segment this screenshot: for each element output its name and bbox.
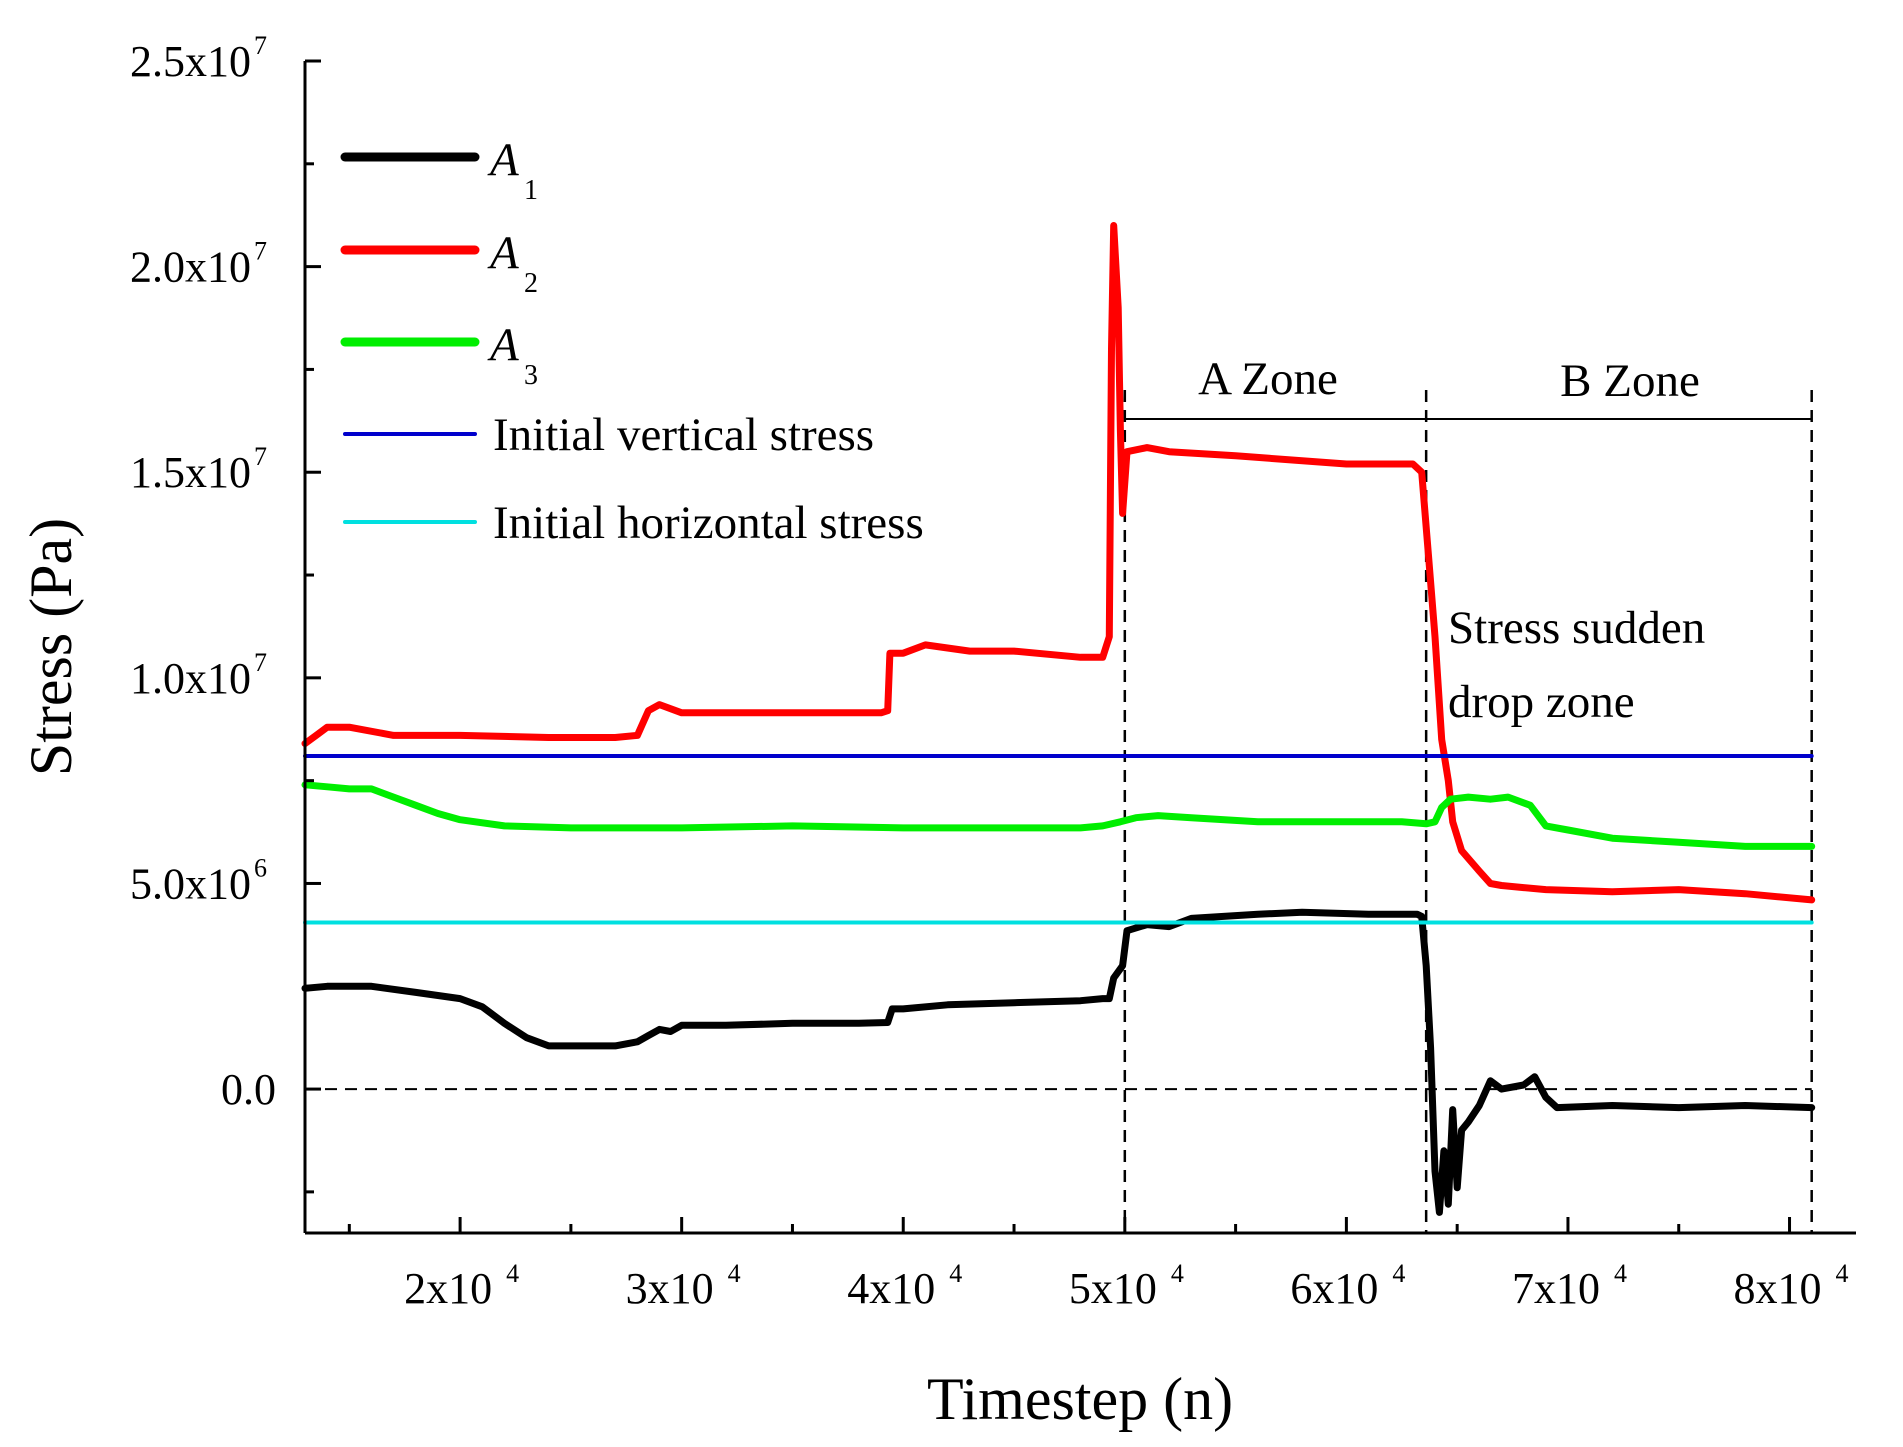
x-tick-label: 4x10 [847,1264,935,1313]
x-tick-exponent: 4 [1614,1259,1627,1288]
x-tick-exponent: 4 [949,1259,962,1288]
x-tick-label: 2x10 [404,1264,492,1313]
y-tick-label: 5.0x10 [130,859,251,908]
a-zone-label: A Zone [1198,353,1338,405]
x-tick-label: 5x10 [1069,1264,1157,1313]
y-tick-label: 0.0 [221,1065,276,1114]
y-tick-exponent: 7 [254,648,267,677]
drop-zone-label-line2: drop zone [1448,676,1635,728]
legend-label-initial-vertical-stress: Initial vertical stress [493,409,874,461]
x-tick-exponent: 4 [1392,1259,1405,1288]
x-tick-exponent: 4 [728,1259,741,1288]
x-tick-exponent: 4 [506,1259,519,1288]
zone-annotations: A Zone B Zone Stress sudden drop zone [1198,353,1705,728]
x-tick-label: 3x10 [626,1264,714,1313]
legend-label-a1: A [487,134,519,186]
reference-lines-layer [305,390,1813,1233]
x-tick-label: 7x10 [1512,1264,1600,1313]
series-line-a2 [301,222,1816,904]
axes-layer [303,61,1856,1235]
b-zone-label: B Zone [1560,355,1700,407]
x-tick-exponent: 4 [1836,1259,1849,1288]
legend-label-a3: A [487,319,519,371]
series-layer [301,222,1816,1216]
ticks-layer: 2x10 4 3x10 4 4x10 4 5x10 4 6x10 4 7x10 4 8x10 4 0.0 5.… [130,31,1849,1313]
series-line-a1 [301,908,1816,1216]
legend-subscript-a3: 3 [524,360,538,391]
legend-label-initial-horizontal-stress: Initial horizontal stress [493,497,924,549]
drop-zone-label-line1: Stress sudden [1448,602,1705,654]
y-tick-exponent: 6 [254,853,267,882]
series-line-a3 [301,781,1816,850]
x-tick-label: 6x10 [1290,1264,1378,1313]
y-tick-label: 2.0x10 [130,243,251,292]
y-tick-exponent: 7 [254,237,267,266]
y-tick-label: 2.5x10 [130,37,251,86]
legend-subscript-a2: 2 [524,268,538,299]
y-tick-label: 1.0x10 [130,654,251,703]
legend-label-a2: A [487,227,519,279]
x-tick-label: 8x10 [1734,1264,1822,1313]
legend-subscript-a1: 1 [524,175,538,206]
y-tick-exponent: 7 [254,31,267,60]
y-tick-exponent: 7 [254,442,267,471]
x-tick-exponent: 4 [1171,1259,1184,1288]
y-axis-title: Stress (Pa) [18,518,84,776]
x-axis-title: Timestep (n) [927,1366,1233,1432]
y-tick-label: 1.5x10 [130,448,251,497]
